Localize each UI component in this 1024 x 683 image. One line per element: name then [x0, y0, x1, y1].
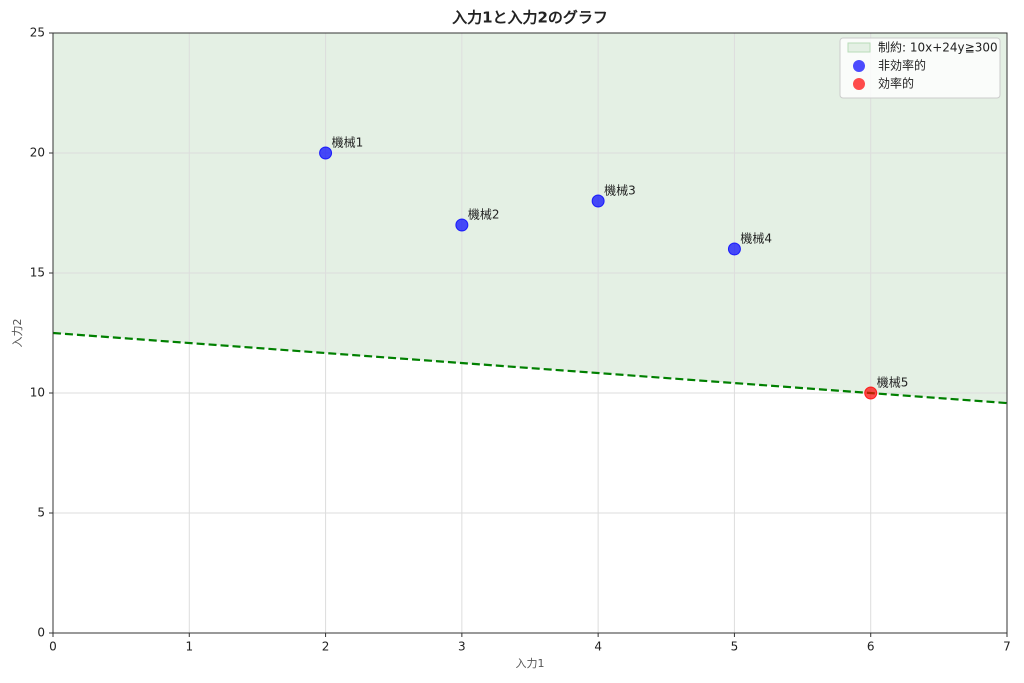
x-tick-label: 3 — [458, 640, 466, 654]
y-tick-label: 5 — [37, 506, 45, 520]
legend-marker — [853, 60, 865, 72]
legend-label: 制約: 10x+24y≧300 — [878, 40, 998, 55]
legend-label: 効率的 — [878, 76, 914, 91]
chart-title: 入力1と入力2のグラフ — [452, 9, 608, 27]
point — [591, 194, 605, 208]
point-label: 機械5 — [877, 375, 909, 390]
legend-label: 非効率的 — [878, 58, 926, 73]
x-tick-label: 5 — [731, 640, 739, 654]
point — [727, 242, 741, 256]
legend-box — [839, 37, 1001, 99]
legend-swatch — [847, 42, 871, 53]
y-tick-label: 10 — [30, 386, 45, 400]
x-tick-label: 0 — [49, 640, 57, 654]
point-label: 機械3 — [604, 183, 636, 198]
point-label: 機械4 — [740, 231, 772, 246]
y-tick-label: 0 — [37, 626, 45, 640]
y-tick-label: 15 — [30, 266, 45, 280]
constraint-line — [52, 331, 1008, 405]
point-label: 機械1 — [332, 135, 364, 150]
x-tick-label: 1 — [185, 640, 193, 654]
point — [319, 146, 333, 160]
y-axis-label: 入力2 — [11, 319, 24, 348]
legend-marker — [853, 78, 865, 90]
x-tick-label: 4 — [594, 640, 602, 654]
x-axis-label: 入力1 — [516, 657, 545, 670]
x-tick-label: 2 — [322, 640, 330, 654]
y-tick-label: 20 — [30, 146, 45, 160]
x-tick-label: 7 — [1003, 640, 1011, 654]
plot-frame — [52, 32, 1008, 634]
feasible-region — [53, 33, 1007, 404]
point — [455, 218, 469, 232]
x-tick-label: 6 — [867, 640, 875, 654]
point-label: 機械2 — [468, 207, 500, 222]
point — [864, 386, 878, 400]
y-tick-label: 25 — [30, 26, 45, 40]
